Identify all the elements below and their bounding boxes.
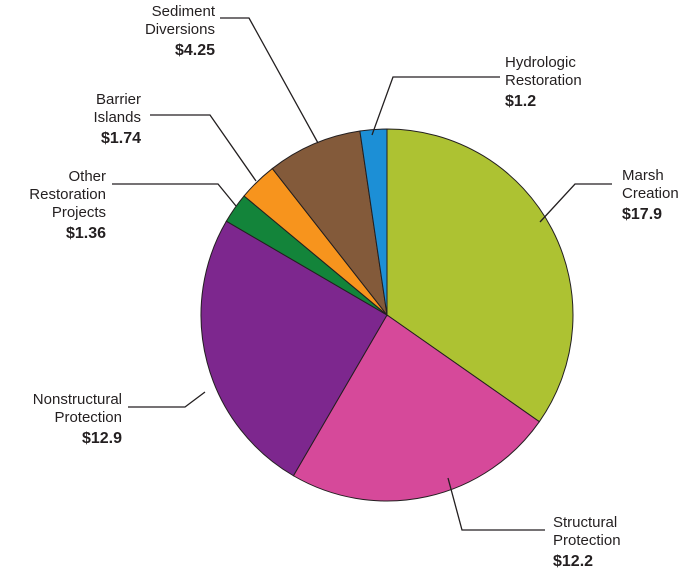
leader-line-structural-protection [447,477,545,531]
label-name-line: Barrier [96,91,141,108]
label-sediment-diversions: Sediment Diversions $4.25 [145,3,216,59]
label-name-line: Sediment [152,3,216,20]
label-marsh-creation: Marsh Creation $17.9 [622,167,679,223]
slice-nonstructural-protection [200,220,388,477]
label-name-line: Projects [52,204,106,221]
label-name-line: Marsh [622,167,664,184]
label-name-line: Protection [54,409,122,426]
label-name-line: Restoration [505,72,582,89]
label-name-line: Other [68,168,106,185]
label-structural-protection: Structural Protection $12.2 [553,514,621,570]
pie-slices [200,128,574,502]
label-name-line: Creation [622,185,679,202]
label-value: $4.25 [175,42,215,59]
leader-line-other-restoration-projects [112,183,237,207]
leader-line-marsh-creation [539,183,612,223]
label-value: $12.9 [82,430,122,447]
label-barrier-islands: Barrier Islands $1.74 [93,91,141,147]
leader-line-barrier-islands [150,114,257,182]
label-value: $1.2 [505,93,536,110]
label-name-line: Diversions [145,21,215,38]
slice-marsh-creation [386,128,574,423]
label-name-line: Islands [93,109,141,126]
slice-sediment-diversions [271,130,388,317]
slice-structural-protection [292,314,541,502]
label-other-restoration-projects: Other Restoration Projects $1.36 [29,168,106,242]
label-value: $12.2 [553,553,593,570]
leader-line-sediment-diversions [220,17,319,144]
label-name-line: Nonstructural [33,391,122,408]
label-value: $17.9 [622,206,662,223]
label-name-line: Structural [553,514,617,531]
label-hydrologic-restoration: Hydrologic Restoration $1.2 [505,54,582,110]
leader-lines [112,17,612,531]
label-name-line: Hydrologic [505,54,576,71]
leader-line-hydrologic-restoration [371,76,500,136]
leader-line-nonstructural-protection [128,391,206,408]
label-name-line: Protection [553,532,621,549]
label-nonstructural-protection: Nonstructural Protection $12.9 [33,391,122,447]
label-name-line: Restoration [29,186,106,203]
label-value: $1.74 [101,130,141,147]
label-value: $1.36 [66,225,106,242]
